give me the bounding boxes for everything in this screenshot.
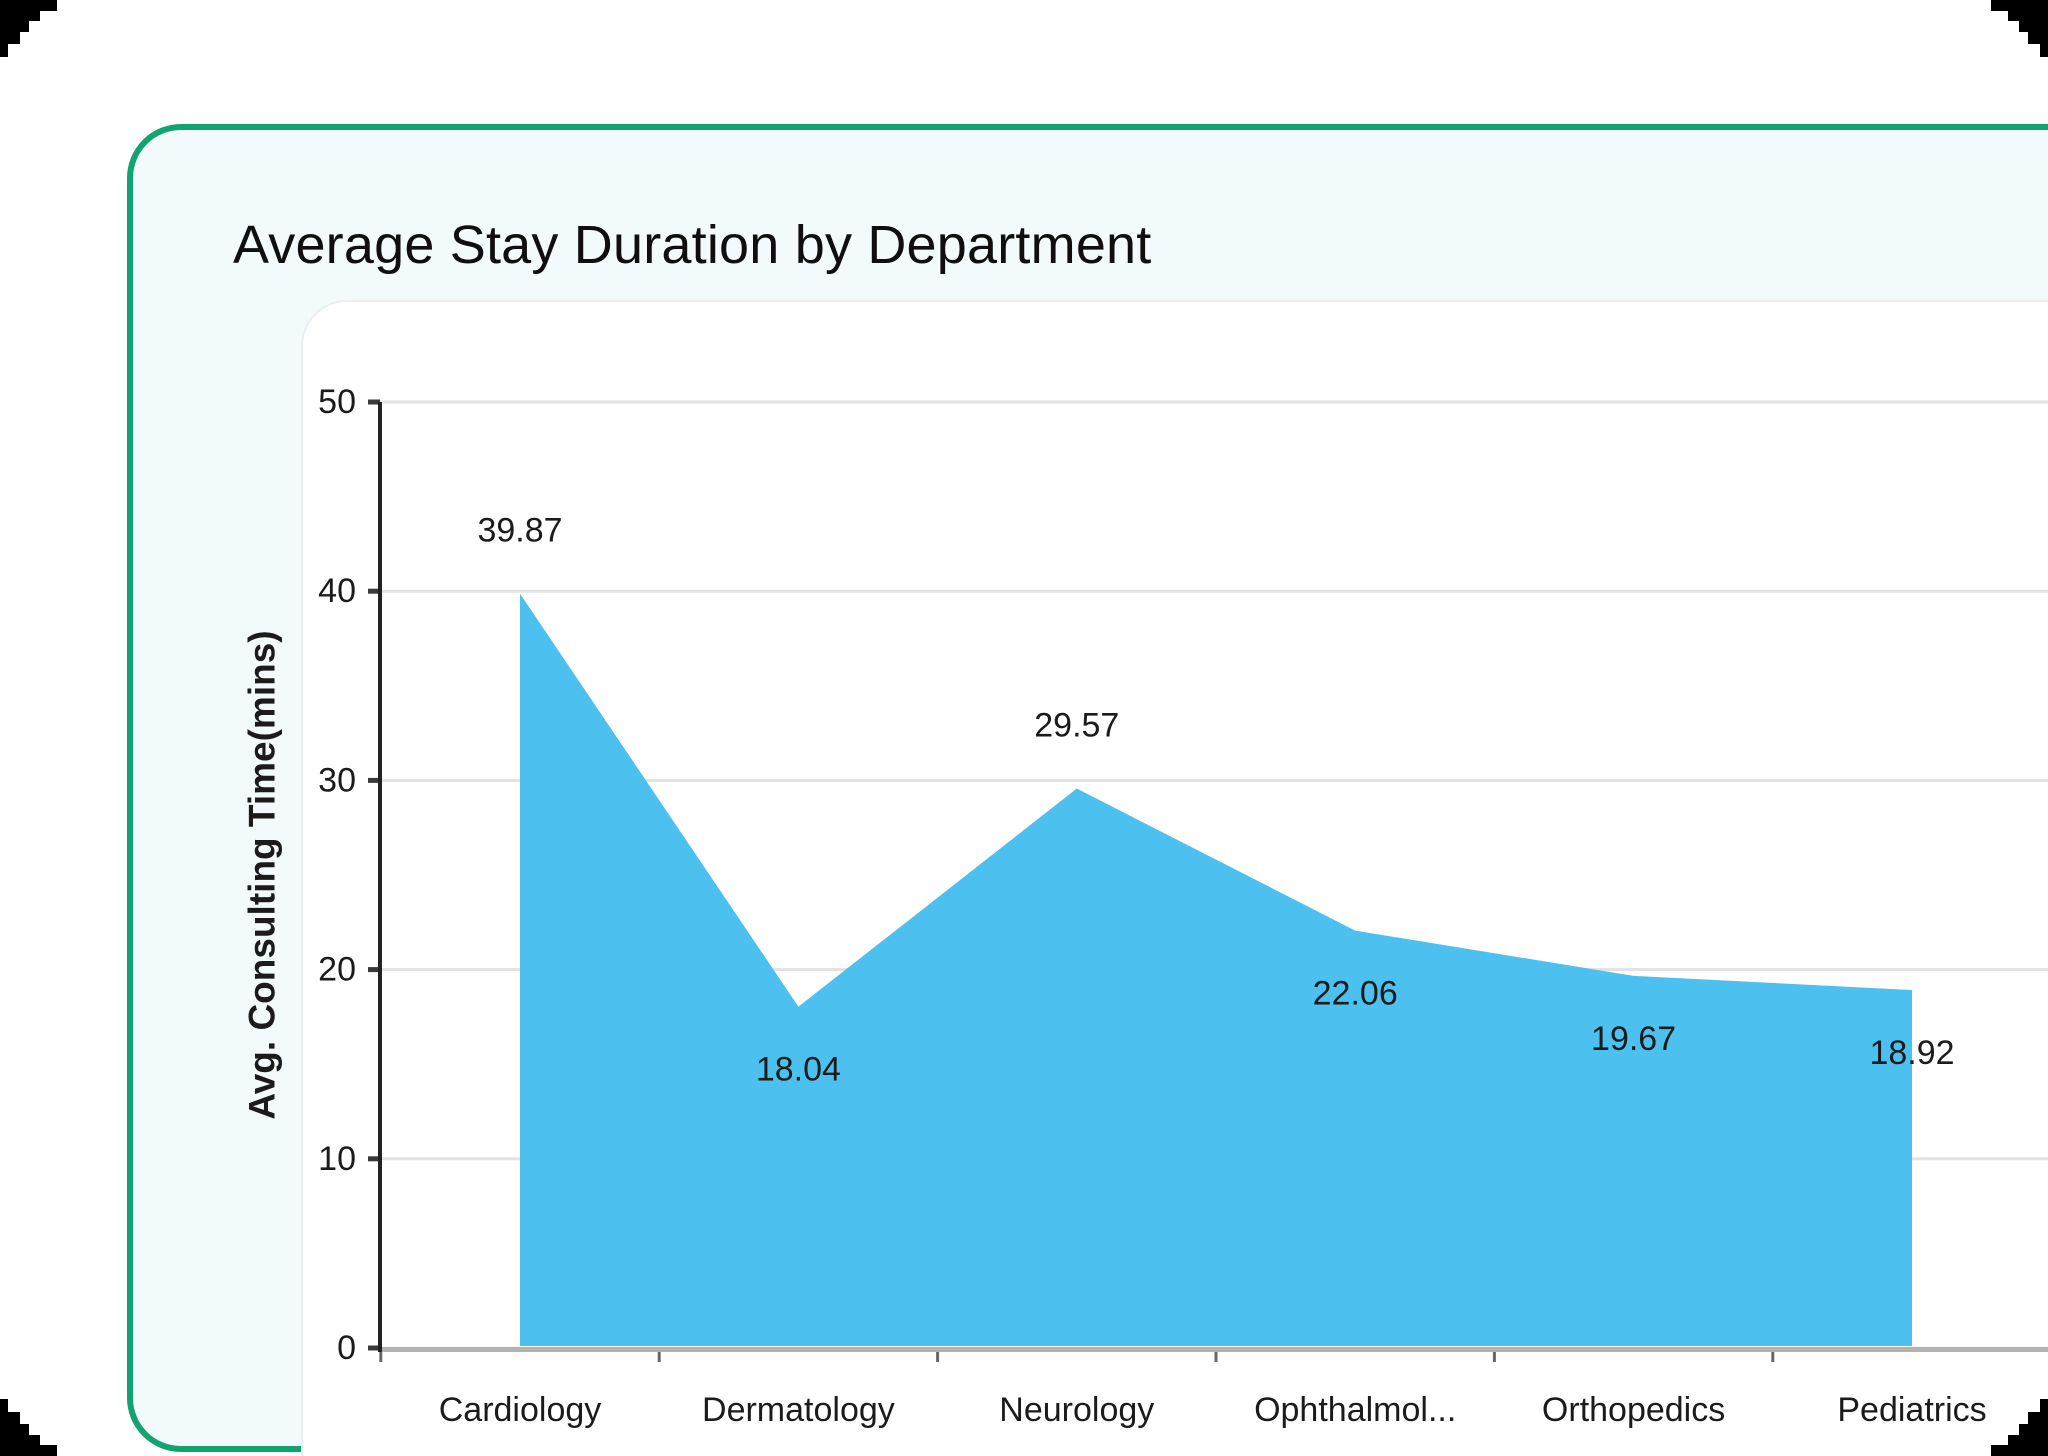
x-axis-line: [378, 1347, 2048, 1352]
y-axis-line: [378, 402, 382, 1352]
x-tick-mark-0: [379, 1352, 383, 1362]
category-label-3: Ophthalmol...: [1254, 1391, 1456, 1429]
y-tick-mark-50: [368, 399, 380, 405]
data-label-4: 19.67: [1591, 1020, 1676, 1058]
y-tick-label-50: 50: [318, 383, 356, 421]
x-tick-mark-5: [1771, 1352, 1775, 1362]
data-label-3: 22.06: [1313, 975, 1398, 1013]
data-label-0: 39.87: [477, 512, 562, 550]
x-tick-mark-2: [936, 1352, 940, 1362]
data-label-1: 18.04: [756, 1051, 841, 1089]
category-label-1: Dermatology: [702, 1391, 895, 1429]
y-tick-label-10: 10: [318, 1140, 356, 1178]
data-label-5: 18.92: [1869, 1034, 1954, 1072]
x-tick-mark-3: [1214, 1352, 1218, 1362]
category-label-5: Pediatrics: [1837, 1391, 1986, 1429]
gridline-y-50: [380, 400, 2048, 404]
category-label-2: Neurology: [999, 1391, 1154, 1429]
y-axis-title: Avg. Consulting Time(mins): [242, 630, 283, 1119]
gridline-y-40: [380, 589, 2048, 593]
y-tick-label-40: 40: [318, 572, 356, 610]
y-tick-label-0: 0: [337, 1329, 356, 1367]
y-tick-mark-40: [368, 588, 380, 594]
x-tick-mark-4: [1492, 1352, 1496, 1362]
y-tick-mark-20: [368, 967, 380, 973]
x-tick-mark-1: [657, 1352, 661, 1362]
gridline-y-30: [380, 778, 2048, 782]
y-tick-mark-30: [368, 777, 380, 783]
y-tick-mark-10: [368, 1156, 380, 1162]
category-label-4: Orthopedics: [1542, 1391, 1725, 1429]
category-label-0: Cardiology: [439, 1391, 602, 1429]
y-tick-label-30: 30: [318, 761, 356, 799]
y-tick-label-20: 20: [318, 951, 356, 989]
area-shape[interactable]: [520, 593, 1912, 1346]
chart-title: Average Stay Duration by Department: [233, 215, 1152, 275]
y-tick-mark-0: [368, 1345, 380, 1351]
data-label-2: 29.57: [1034, 707, 1119, 745]
